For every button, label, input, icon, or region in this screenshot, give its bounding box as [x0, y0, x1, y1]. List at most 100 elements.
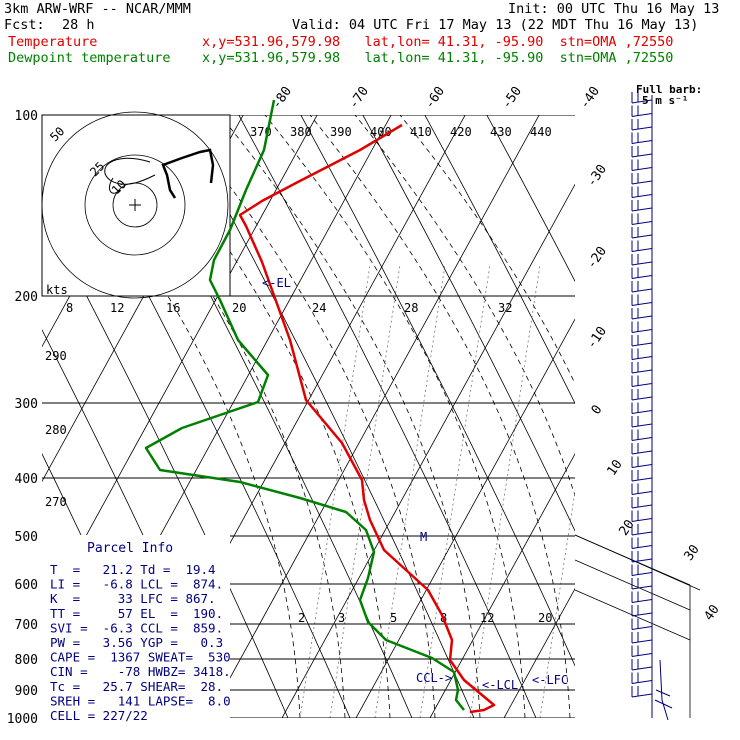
sounding-lines: [144, 99, 496, 714]
wind-barb: [631, 180, 653, 185]
isotherm-label: 10: [604, 457, 625, 478]
init-time: Init: 00 UTC Thu 16 May 13: [508, 1, 720, 17]
ccl-label: CCL->: [416, 671, 452, 685]
isotherm-label: 0: [589, 402, 606, 417]
parcel-info-row: SREH = 141 LAPSE= 8.0: [50, 693, 231, 708]
temperature-legend-label: Temperature: [8, 34, 98, 50]
wind-barb: [631, 504, 653, 509]
annotations: <-EL CCL-> <-LCL <-LFC M: [262, 276, 568, 692]
parcel-info-row: CELL = 227/22: [50, 708, 148, 723]
wind-barb: [631, 315, 653, 320]
wind-barb: [631, 126, 653, 131]
temperature-legend-info: x,y=531.96,579.98 lat,lon= 41.31, -95.90…: [202, 34, 674, 50]
theta-label: 380: [290, 125, 312, 139]
parcel-info-row: Tc = 25.7 SHEAR= 28.: [50, 679, 223, 694]
hodograph: [41, 111, 231, 299]
wind-barb: [631, 693, 653, 698]
parcel-info-row: PW = 3.56 YGP = 0.3: [50, 635, 223, 650]
wind-barb: [631, 99, 653, 104]
wind-barb: [631, 234, 653, 239]
isotherm-label: 40: [701, 602, 722, 623]
pressure-label-600: 600: [15, 578, 38, 593]
isotherm-label: -30: [584, 162, 610, 190]
theta-label: 410: [410, 125, 432, 139]
mixing-ratio-label: 5: [390, 611, 397, 625]
pressure-label-1000: 1000: [7, 712, 38, 727]
isotherm-label: 20: [616, 517, 637, 538]
wind-barb: [631, 653, 653, 657]
el-label: <-EL: [262, 276, 291, 290]
wind-barb: [631, 626, 653, 630]
wind-barb: [631, 558, 653, 563]
pressure-label-800: 800: [15, 653, 38, 668]
wind-barb: [631, 491, 653, 495]
hodograph-trace: [161, 148, 215, 199]
theta-e-label: 290: [45, 349, 67, 363]
wind-barb: [631, 221, 653, 225]
temperature-trace: [238, 123, 496, 714]
theta-label: 430: [490, 125, 512, 139]
mixing-ratio-label: 2: [298, 611, 305, 625]
wind-barbs: [631, 92, 673, 721]
mixing-ratio-label: 8: [66, 301, 73, 315]
dewpoint-legend-label: Dewpoint temperature: [8, 50, 171, 66]
mixing-ratio-label: 16: [166, 301, 180, 315]
wind-barb: [631, 302, 653, 306]
wind-barb: [631, 531, 653, 536]
lcl-label: <-LCL: [482, 678, 518, 692]
model-title: 3km ARW-WRF -- NCAR/MMM: [4, 1, 191, 17]
theta-e-label: 280: [45, 423, 67, 437]
isotherm-label: 30: [681, 542, 702, 563]
wind-barb: [631, 383, 653, 387]
wind-barb: [631, 248, 653, 252]
wind-barb: [631, 288, 653, 293]
wind-barb: [631, 342, 653, 347]
dewpoint-trace: [144, 99, 465, 711]
wind-barb: [631, 599, 653, 603]
wind-barb: [631, 261, 653, 266]
theta-label: 420: [450, 125, 472, 139]
wind-barb: [631, 450, 653, 455]
mixing-ratio-label: 20: [232, 301, 246, 315]
mixing-ratio-label: 32: [498, 301, 512, 315]
wind-legend: Full barb: 5 m s⁻¹: [636, 83, 702, 107]
forecast-label: Fcst:: [4, 17, 45, 33]
pressure-label-500: 500: [15, 530, 38, 545]
parcel-info-row: CIN = -78 HWBZ= 3418.: [50, 664, 231, 679]
wind-legend-title: Full barb:: [636, 83, 702, 96]
isotherm-label: -40: [577, 84, 603, 112]
pressure-label-200: 200: [15, 290, 38, 305]
parcel-info-row: TT = 57 EL = 190.: [50, 606, 223, 621]
parcel-info-row: K = 33 LFC = 867.: [50, 591, 216, 606]
isotherm-label: -50: [499, 84, 525, 112]
pressure-label-900: 900: [15, 684, 38, 699]
mixing-ratio-label: 12: [110, 301, 124, 315]
pressure-label-300: 300: [15, 397, 38, 412]
pressure-label-400: 400: [15, 472, 38, 487]
m-label: M: [420, 530, 427, 544]
wind-barb: [631, 666, 653, 671]
wind-barb: [631, 356, 653, 360]
wind-barb: [631, 194, 653, 198]
wind-barb: [631, 423, 653, 428]
wind-barb: [631, 477, 653, 482]
parcel-info-row: CAPE = 1367 SWEAT= 530: [50, 650, 231, 665]
wind-barb: [631, 410, 653, 414]
parcel-info-row: LI = -6.8 LCL = 874.: [50, 577, 223, 592]
wind-barb: [631, 639, 653, 644]
wind-barb: [631, 153, 653, 158]
theta-e-label: 270: [45, 495, 67, 509]
wind-barb: [631, 612, 653, 617]
hodograph-unit: kts: [46, 283, 68, 297]
wind-barb: [631, 518, 653, 522]
wind-barb: [631, 140, 653, 144]
mixing-ratio-label: 20: [538, 611, 552, 625]
wind-barb: [631, 464, 653, 468]
isotherm-label: -60: [422, 84, 448, 112]
wind-barb: [631, 396, 653, 401]
wind-barb: [631, 437, 653, 441]
wind-barb: [631, 545, 653, 549]
isotherm-label: -70: [346, 84, 372, 112]
wind-barb: [631, 167, 653, 171]
